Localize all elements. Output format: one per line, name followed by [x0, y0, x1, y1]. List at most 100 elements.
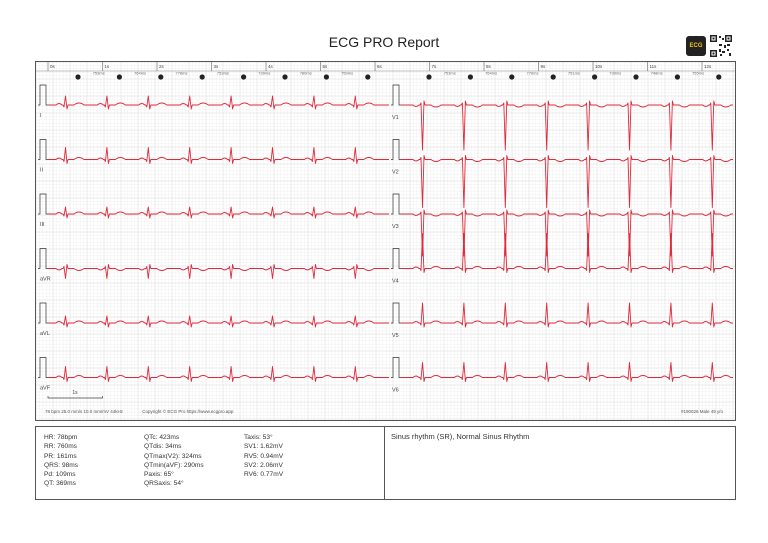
rr-interval-label: 759ms — [341, 71, 353, 76]
rr-interval-label: 764ms — [134, 71, 146, 76]
second-label: 2s — [159, 64, 165, 69]
rr-interval-label: 764ms — [485, 71, 497, 76]
footer-settings: 78 bpm 25.0 mm/s 10.0 mm/mV 44kHz Copyri… — [45, 409, 233, 414]
second-label: 10s — [595, 64, 603, 69]
lead-trace-V3 — [401, 209, 733, 257]
calibration-pulse — [38, 248, 48, 269]
calibration-pulse — [38, 357, 48, 378]
beat-marker — [75, 74, 81, 80]
lead-label-V5: V5 — [392, 333, 399, 339]
second-label: 4s — [268, 64, 274, 69]
measurement-qtmin: QTmin(aVF): 290ms — [144, 461, 204, 469]
lead-label-III: III — [40, 222, 45, 228]
grid-major — [36, 62, 735, 420]
second-label: 3s — [214, 64, 220, 69]
measurement-pd: Pd: 109ms — [44, 471, 76, 479]
lead-label-II: II — [40, 168, 44, 174]
second-label: 12s — [704, 64, 712, 69]
interpretation-text: Sinus rhythm (SR), Normal Sinus Rhythm — [391, 432, 530, 441]
lead-label-aVR: aVR — [40, 277, 51, 283]
app-logo-icon: ECG — [686, 36, 706, 56]
footer-settings-text: 78 bpm 25.0 mm/s 10.0 mm/mV 44kHz — [45, 409, 124, 414]
lead-label-V4: V4 — [392, 279, 399, 285]
beat-marker — [116, 74, 122, 80]
beat-marker — [199, 74, 205, 80]
lead-trace-V6 — [401, 362, 733, 382]
panel-divider — [384, 426, 385, 499]
beat-marker — [674, 74, 681, 80]
measurements-col-2: QTc: 423ms QTdis: 34ms QTmax(V2): 324ms … — [144, 433, 204, 489]
rr-interval-label: 753ms — [444, 71, 456, 76]
measurement-qtmax: QTmax(V2): 324ms — [144, 452, 202, 460]
lead-trace-V2 — [401, 155, 733, 208]
second-label: 6s — [377, 64, 383, 69]
report-title: ECG PRO Report — [328, 34, 440, 50]
measurement-taxis: Taxis: 53° — [244, 434, 273, 441]
calibration-pulse — [38, 302, 48, 324]
calibration-pulse — [391, 84, 401, 106]
beat-marker — [282, 74, 288, 80]
footer-patient-info: #190026 Male 49 y/o — [680, 409, 723, 414]
beat-marker — [323, 74, 329, 80]
rr-interval-label: 739ms — [258, 71, 270, 76]
lead-trace-III — [48, 206, 389, 219]
rr-interval-label: 770ms — [526, 71, 538, 76]
measurement-panel — [35, 426, 736, 500]
rr-interval-label: 753ms — [217, 71, 229, 76]
beat-marker — [467, 74, 473, 80]
lead-label-V6: V6 — [392, 388, 399, 394]
measurement-sv2: SV2: 2.06mV — [244, 461, 283, 469]
lead-trace-aVL — [48, 315, 389, 328]
beat-marker — [241, 74, 247, 80]
calibration-pulse — [38, 139, 48, 160]
measurement-sv1: SV1: 1.62mV — [244, 443, 283, 451]
footer-copyright: Copyright © ECG Pro https://www.ecgpro.a… — [142, 409, 234, 414]
rr-interval-label: 778ms — [175, 71, 187, 76]
lead-label-I: I — [40, 113, 42, 119]
lead-trace-aVF — [48, 366, 389, 382]
calibration-pulse — [38, 193, 48, 215]
calibration-pulse — [391, 139, 401, 160]
lead-trace-aVR — [48, 264, 389, 279]
lead-trace-V1 — [401, 100, 733, 151]
beat-marker — [633, 74, 639, 80]
measurement-qtc: QTc: 423ms — [144, 434, 180, 441]
rr-interval-label: 780ms — [300, 71, 312, 76]
beat-marker — [716, 74, 722, 80]
measurement-qt: QT: 369ms — [44, 480, 76, 488]
beat-marker — [550, 74, 556, 80]
scale-bar-label: 1s — [72, 390, 78, 396]
rr-interval-label: 748ms — [651, 71, 663, 76]
measurement-rv5: RV5: 0.94mV — [244, 452, 284, 460]
rr-interval-label: 755ms — [692, 71, 704, 76]
calibration-pulse — [391, 357, 401, 378]
lead-label-V2: V2 — [392, 170, 399, 176]
qr-code-icon — [710, 35, 732, 57]
measurement-rv6: RV6: 0.77mV — [244, 471, 284, 479]
lead-label-V3: V3 — [392, 224, 399, 230]
second-label: 5s — [323, 64, 329, 69]
ecg-grid: 0s 1s 2s 3s 4s 5s 6s 7s 8s 9s 10s 11s 12s 753ms 764ms 7… — [36, 62, 735, 420]
second-label: 0s — [50, 64, 56, 69]
lead-label-V1: V1 — [392, 115, 399, 121]
measurement-qrsaxis: QRSaxis: 54° — [144, 480, 184, 488]
measurement-qtdis: QTdis: 34ms — [144, 443, 182, 451]
beat-marker — [426, 74, 432, 80]
beat-marker — [509, 74, 515, 80]
ecg-chart-area: 0s 1s 2s 3s 4s 5s 6s 7s 8s 9s 10s 11s 12s 753ms 764ms 7… — [35, 61, 736, 421]
lead-label-aVL: aVL — [40, 331, 50, 337]
lead-trace-V5 — [401, 302, 733, 328]
scale-bar — [47, 396, 103, 399]
lead-label-aVF: aVF — [40, 386, 51, 392]
rr-interval-label: 751ms — [568, 71, 580, 76]
beat-marker — [592, 74, 598, 80]
lead-trace-II — [48, 147, 389, 164]
beat-marker — [365, 74, 371, 80]
beat-marker — [158, 74, 164, 80]
measurement-paxis: Paxis: 65° — [144, 471, 174, 479]
measurement-pr: PR: 161ms — [44, 452, 77, 460]
second-label: 7s — [432, 64, 438, 69]
measurement-hr: HR: 78bpm — [44, 434, 78, 441]
calibration-pulse — [38, 84, 48, 106]
measurements-col-3: Taxis: 53° SV1: 1.62mV RV5: 0.94mV SV2: … — [244, 433, 283, 479]
